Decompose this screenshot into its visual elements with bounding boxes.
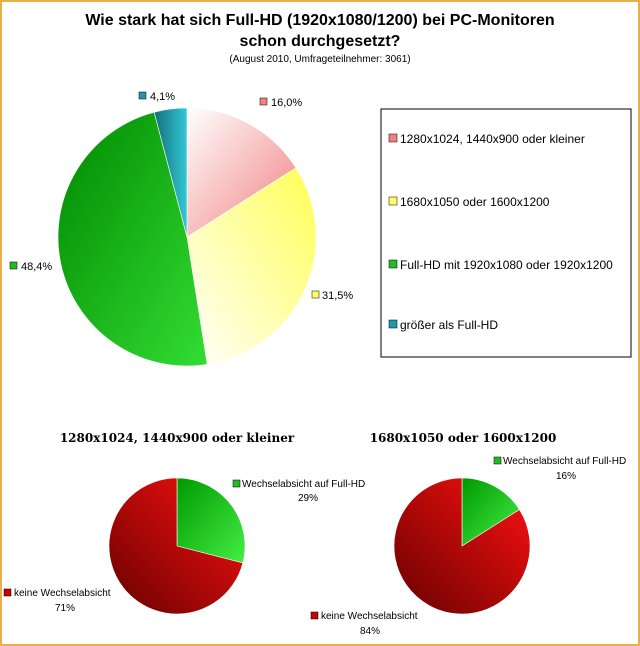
small-pie-2-marker-0 <box>493 456 502 465</box>
small-pie-1 <box>108 477 246 615</box>
label-marker-slice-0 <box>259 97 268 106</box>
legend-swatch-3 <box>388 319 398 329</box>
small-pie-2-marker-1 <box>310 611 319 620</box>
small-pie-1-label-0-value: 29% <box>298 493 318 504</box>
small-pie-2-slice-1 <box>393 477 531 615</box>
small-pie-1-marker-1 <box>3 588 12 597</box>
small-pie-1-label-1-value: 71% <box>55 603 75 614</box>
chart-title-line-1: Wie stark hat sich Full-HD (1920x1080/12… <box>85 12 554 29</box>
label-marker-slice-1 <box>311 290 320 299</box>
label-marker-slice-2 <box>9 261 18 270</box>
small-pie-2-label-1-name: keine Wechselabsicht <box>321 611 418 622</box>
data-label-slice-0: 16,0% <box>271 97 302 109</box>
chart-subtitle: (August 2010, Umfrageteilnehmer: 3061) <box>229 54 410 65</box>
legend-entry-3: größer als Full-HD <box>400 318 498 332</box>
small-pie-1-label-1-name: keine Wechselabsicht <box>14 588 111 599</box>
small-pie-1-label-0-name: Wechselabsicht auf Full-HD <box>242 479 365 490</box>
data-label-slice-3: 4,1% <box>150 91 175 103</box>
sub-chart-title-2: 1680x1050 oder 1600x1200 <box>370 431 557 445</box>
legend-swatch-1 <box>388 196 398 206</box>
legend-box <box>380 108 632 358</box>
small-pie-2-label-1-value: 84% <box>360 626 380 637</box>
legend-entry-0: 1280x1024, 1440x900 oder kleiner <box>400 132 585 146</box>
small-pie-2-label-0-name: Wechselabsicht auf Full-HD <box>503 456 626 467</box>
small-pie-1-marker-0 <box>232 479 241 488</box>
small-pie-2-label-0-value: 16% <box>556 471 576 482</box>
legend-entry-1: 1680x1050 oder 1600x1200 <box>400 195 550 209</box>
legend-entry-2: Full-HD mit 1920x1080 oder 1920x1200 <box>400 258 613 272</box>
small-pie-2-slice-0 <box>461 477 520 547</box>
small-pie-1-slice-0 <box>176 477 246 564</box>
sub-chart-title-1: 1280x1024, 1440x900 oder kleiner <box>60 431 295 445</box>
legend: 1280x1024, 1440x900 oder kleiner 1680x10… <box>380 108 632 358</box>
chart-title-line-2: schon durchgesetzt? <box>240 33 401 50</box>
main-pie <box>57 107 317 367</box>
small-pie-1-slice-1 <box>108 477 244 615</box>
data-label-slice-1: 31,5% <box>322 290 353 302</box>
main-pie-slice-3 <box>153 107 188 238</box>
label-marker-slice-3 <box>138 91 147 100</box>
data-label-slice-2: 48,4% <box>21 261 52 273</box>
main-pie-slice-2 <box>57 111 208 367</box>
main-pie-slice-1 <box>186 167 317 365</box>
legend-swatch-2 <box>388 259 398 269</box>
main-pie-slice-0 <box>186 107 297 238</box>
legend-swatch-0 <box>388 133 398 143</box>
small-pie-2 <box>393 477 531 615</box>
